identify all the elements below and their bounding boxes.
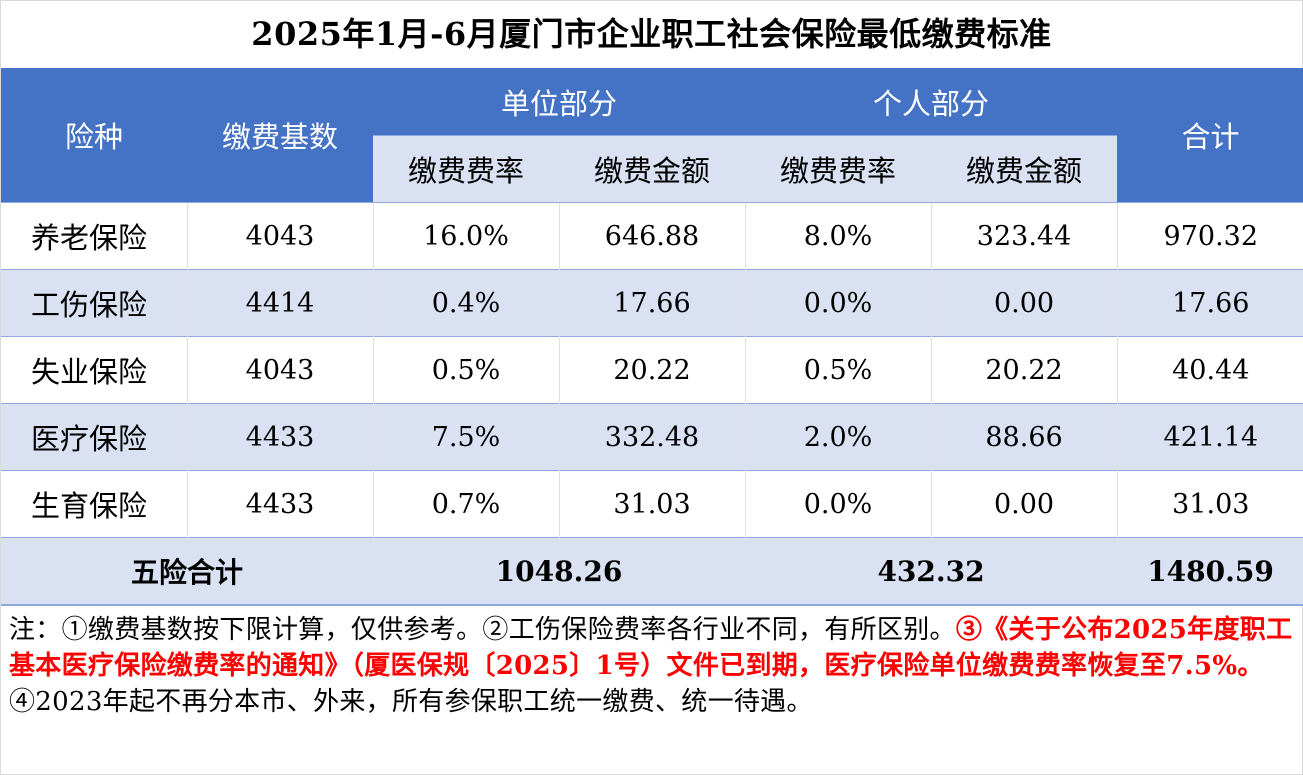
table-row: 工伤保险 4414 0.4% 17.66 0.0% 0.00 17.66	[1, 269, 1303, 337]
header-total: 合计	[1117, 68, 1303, 203]
cell-base: 4043	[186, 202, 373, 270]
cell-total: 421.14	[1116, 403, 1303, 471]
table-row: 失业保险 4043 0.5% 20.22 0.5% 20.22 40.44	[1, 336, 1303, 404]
cell-name: 失业保险	[1, 336, 187, 404]
cell-unit-rate: 7.5%	[372, 403, 559, 471]
note-part-3: ④2023年起不再分本市、外来，所有参保职工统一缴费、统一待遇。	[9, 687, 813, 717]
cell-total: 970.32	[1116, 202, 1303, 270]
cell-name: 工伤保险	[1, 269, 187, 337]
cell-unit-amount: 646.88	[558, 202, 746, 270]
table-row: 生育保险 4433 0.7% 31.03 0.0% 0.00 31.03	[1, 470, 1303, 538]
cell-unit-amount: 17.66	[558, 269, 746, 337]
cell-base: 4043	[186, 336, 373, 404]
cell-unit-amount: 20.22	[558, 336, 746, 404]
cell-personal-amount: 323.44	[930, 202, 1118, 270]
insurance-table: 险种 缴费基数 单位部分 个人部分 合计 缴费费率 缴费金额 缴费费率 缴费金额…	[1, 68, 1303, 606]
cell-base: 4433	[186, 470, 373, 538]
cell-base: 4433	[186, 403, 373, 471]
header-unit-amount: 缴费金额	[559, 135, 746, 203]
header-personal-group: 个人部分	[745, 68, 1118, 136]
table-title: 2025年1月-6月厦门市企业职工社会保险最低缴费标准	[1, 1, 1302, 68]
summary-personal-total: 432.32	[745, 537, 1118, 606]
cell-unit-amount: 31.03	[558, 470, 746, 538]
cell-personal-rate: 2.0%	[744, 403, 932, 471]
cell-personal-amount: 88.66	[930, 403, 1118, 471]
header-personal-amount: 缴费金额	[931, 135, 1118, 203]
cell-unit-rate: 0.7%	[372, 470, 559, 538]
cell-unit-amount: 332.48	[558, 403, 746, 471]
cell-name: 生育保险	[1, 470, 187, 538]
notes: 注：①缴费基数按下限计算，仅供参考。②工伤保险费率各行业不同，有所区别。③《关于…	[1, 606, 1302, 720]
note-part-1: 注：①缴费基数按下限计算，仅供参考。②工伤保险费率各行业不同，有所区别。	[9, 615, 956, 645]
header-row-2: 缴费费率 缴费金额 缴费费率 缴费金额	[1, 135, 1303, 203]
header-unit-group: 单位部分	[373, 68, 746, 136]
cell-unit-rate: 0.5%	[372, 336, 559, 404]
cell-personal-amount: 20.22	[930, 336, 1118, 404]
cell-personal-rate: 0.0%	[744, 470, 932, 538]
header-unit-rate: 缴费费率	[373, 135, 559, 203]
header-row-1: 险种 缴费基数 单位部分 个人部分 合计	[1, 68, 1303, 203]
cell-total: 40.44	[1116, 336, 1303, 404]
table-row: 养老保险 4043 16.0% 646.88 8.0% 323.44 970.3…	[1, 202, 1303, 270]
cell-total: 31.03	[1116, 470, 1303, 538]
note-part-2-highlight: ③《关于公布2025年度职工基本医疗保险缴费率的通知》（厦医保规〔2025〕1号…	[9, 615, 1293, 681]
cell-personal-amount: 0.00	[930, 470, 1118, 538]
cell-unit-rate: 16.0%	[372, 202, 559, 270]
cell-total: 17.66	[1116, 269, 1303, 337]
summary-label: 五险合计	[1, 537, 373, 606]
header-personal-rate: 缴费费率	[745, 135, 932, 203]
cell-name: 医疗保险	[1, 403, 187, 471]
cell-unit-rate: 0.4%	[372, 269, 559, 337]
cell-personal-amount: 0.00	[930, 269, 1118, 337]
summary-row: 五险合计 1048.26 432.32 1480.59	[1, 537, 1303, 606]
summary-unit-total: 1048.26	[373, 537, 746, 606]
cell-base: 4414	[186, 269, 373, 337]
cell-personal-rate: 0.0%	[744, 269, 932, 337]
header-base: 缴费基数	[187, 68, 373, 203]
cell-personal-rate: 8.0%	[744, 202, 932, 270]
cell-personal-rate: 0.5%	[744, 336, 932, 404]
cell-name: 养老保险	[1, 202, 187, 270]
table-row: 医疗保险 4433 7.5% 332.48 2.0% 88.66 421.14	[1, 403, 1303, 471]
header-type: 险种	[1, 68, 187, 203]
summary-grand-total: 1480.59	[1117, 537, 1303, 606]
